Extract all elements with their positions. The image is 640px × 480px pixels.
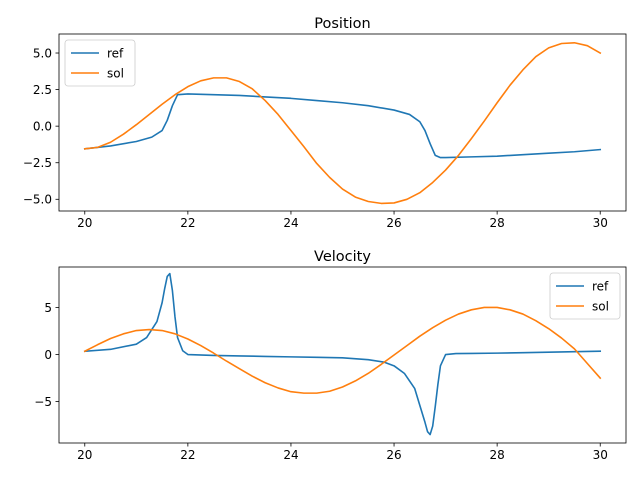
position-panel: Position 20 22 24 26 28 30 −5.0 −2.5 0.0 2.5 5.0 ref… [23,16,627,230]
y-tick-label: −2.5 [23,156,52,170]
y-tick-label: −5.0 [23,193,52,207]
x-tick-label: 28 [489,216,504,230]
legend-box [549,272,621,320]
chart-title: Velocity [314,249,371,265]
series-line-sol [83,41,602,205]
series-line-ref [83,272,602,436]
y-tick-label: 5.0 [33,46,52,60]
y-tick-label: 2.5 [33,83,52,97]
y-tick-label: 0 [44,348,52,362]
y-tick-label: 0.0 [33,119,52,133]
legend: ref sol [549,272,621,320]
x-tick-label: 26 [386,448,401,462]
series-line-sol [83,306,602,394]
x-tick-label: 30 [593,448,608,462]
legend-label-ref: ref [107,47,124,61]
legend: ref sol [64,39,136,87]
x-tick-label: 26 [386,216,401,230]
plot-frame [58,266,627,444]
y-tick-label: 5 [44,301,52,315]
series-line-ref [83,93,602,159]
chart-title: Position [314,16,370,32]
x-tick-label: 28 [489,448,504,462]
legend-label-sol: sol [107,67,124,81]
velocity-panel: Velocity 20 22 24 26 28 30 −5 0 5 ref sol [34,249,627,462]
x-tick-label: 20 [77,216,92,230]
x-tick-label: 20 [77,448,92,462]
legend-label-sol: sol [592,300,609,314]
plot-frame [58,33,627,212]
x-tick-label: 22 [180,448,195,462]
legend-label-ref: ref [592,280,609,294]
x-tick-label: 24 [283,216,298,230]
x-tick-label: 22 [180,216,195,230]
x-tick-label: 24 [283,448,298,462]
y-tick-label: −5 [34,395,52,409]
legend-box [64,39,136,87]
x-tick-label: 30 [593,216,608,230]
